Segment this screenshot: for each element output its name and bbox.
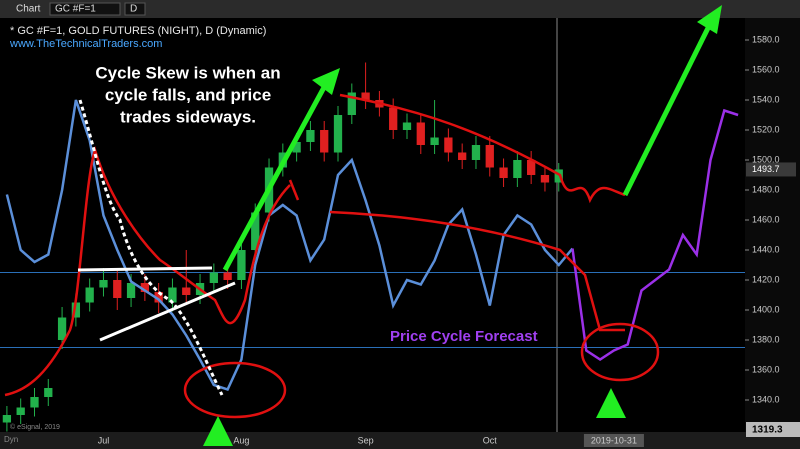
toolbar	[0, 0, 800, 18]
annotation: Cycle Skew is when an	[95, 63, 280, 82]
candle-body	[168, 287, 177, 303]
candle-body	[140, 283, 149, 292]
y-tick-label: 1380.0	[752, 334, 780, 344]
date-highlight	[583, 434, 644, 447]
candle-body	[44, 388, 53, 397]
x-axis-bar	[0, 432, 800, 449]
plot	[0, 62, 745, 432]
scale-low-label: 1319.3	[752, 425, 783, 436]
candle-body	[292, 142, 301, 153]
y-tick-label: 1540.0	[752, 94, 780, 104]
y-tick-label: 1360.0	[752, 364, 780, 374]
mode-label: Dyn	[4, 435, 18, 444]
price-axis	[745, 18, 800, 432]
candle-body	[85, 287, 94, 303]
chart-title: * GC #F=1, GOLD FUTURES (NIGHT), D (Dyna…	[10, 25, 266, 37]
candle-body	[99, 280, 108, 288]
x-tick-label: Jul	[98, 435, 110, 445]
candle-body	[113, 280, 122, 298]
candle-body	[513, 160, 522, 178]
trend-arrow-head	[697, 5, 722, 34]
candle-body	[237, 250, 246, 280]
x-tick-label: Oct	[483, 435, 498, 445]
trend-arrow	[622, 18, 715, 197]
candle-body	[154, 292, 163, 303]
hand-drawn-red-mark	[288, 179, 300, 201]
candle-body	[251, 212, 260, 250]
pointer-arrow	[596, 388, 626, 418]
last-price-tag	[746, 162, 796, 177]
y-tick-label: 1580.0	[752, 34, 780, 44]
candle-body	[2, 415, 12, 423]
candle-body	[320, 130, 329, 153]
drawings	[4, 5, 722, 446]
annotation: cycle falls, and price	[105, 85, 271, 104]
hand-drawn-red-line	[339, 93, 626, 204]
candle-body	[16, 407, 25, 415]
candle-body	[458, 152, 467, 160]
candle-body	[57, 317, 67, 340]
x-tick-label: 2019-10-31	[591, 435, 637, 445]
hand-drawn-red-line	[329, 210, 625, 332]
cycle-line	[5, 99, 574, 392]
candle-body	[30, 397, 39, 408]
candle-body	[416, 122, 425, 145]
candle-body	[430, 137, 439, 145]
candle-body	[499, 167, 508, 178]
pointer-arrow	[203, 416, 233, 446]
annotation: trades sideways.	[120, 107, 256, 126]
candle-body	[402, 122, 412, 130]
candle-body	[389, 107, 398, 130]
hand-drawn-red-line	[4, 145, 291, 397]
trend-arrow	[222, 78, 331, 272]
highlight-circle	[183, 361, 287, 419]
interval-box[interactable]	[124, 2, 146, 16]
skew-path	[78, 99, 224, 396]
cycle-line	[571, 108, 739, 361]
candle-body	[361, 92, 370, 100]
x-tick-label: Sep	[358, 435, 374, 445]
y-tick-label: 1420.0	[752, 274, 780, 284]
y-tick-label: 1500.0	[752, 154, 780, 164]
scale-low-tag	[746, 422, 800, 437]
y-tick-label: 1460.0	[752, 214, 780, 224]
candle-body	[554, 169, 563, 183]
candle-body	[471, 145, 481, 160]
last-price-label: 1493.7	[752, 164, 780, 174]
y-tick-label: 1480.0	[752, 184, 780, 194]
symbol-box[interactable]	[49, 2, 121, 16]
symbol[interactable]: GC #F=1	[55, 4, 96, 15]
trend-arrow-head	[312, 68, 340, 95]
candle-body	[347, 92, 356, 115]
chart-subtitle: www.TheTechnicalTraders.com	[9, 38, 162, 50]
range-line	[99, 281, 236, 342]
y-tick-label: 1340.0	[752, 394, 780, 404]
candle-body	[306, 130, 315, 142]
candle-body	[485, 145, 494, 168]
forecast-annotation: Price Cycle Forecast	[390, 328, 538, 345]
y-tick-label: 1560.0	[752, 64, 780, 74]
candle-body	[540, 175, 550, 183]
app-label: Chart	[16, 4, 41, 15]
candle-body	[126, 283, 136, 298]
y-tick-label: 1440.0	[752, 244, 780, 254]
x-tick-label: Aug	[233, 435, 249, 445]
copyright: © eSignal, 2019	[10, 423, 60, 431]
candle-body	[444, 137, 453, 153]
candle-body	[71, 302, 81, 318]
candle-body	[182, 287, 191, 295]
range-line	[77, 266, 213, 272]
candle-body	[209, 272, 218, 283]
highlight-circle	[580, 322, 660, 382]
y-tick-label: 1400.0	[752, 304, 780, 314]
interval[interactable]: D	[130, 4, 137, 15]
y-tick-label: 1520.0	[752, 124, 780, 134]
candle-body	[527, 160, 536, 175]
candle-body	[223, 272, 232, 280]
candle-body	[333, 115, 343, 153]
